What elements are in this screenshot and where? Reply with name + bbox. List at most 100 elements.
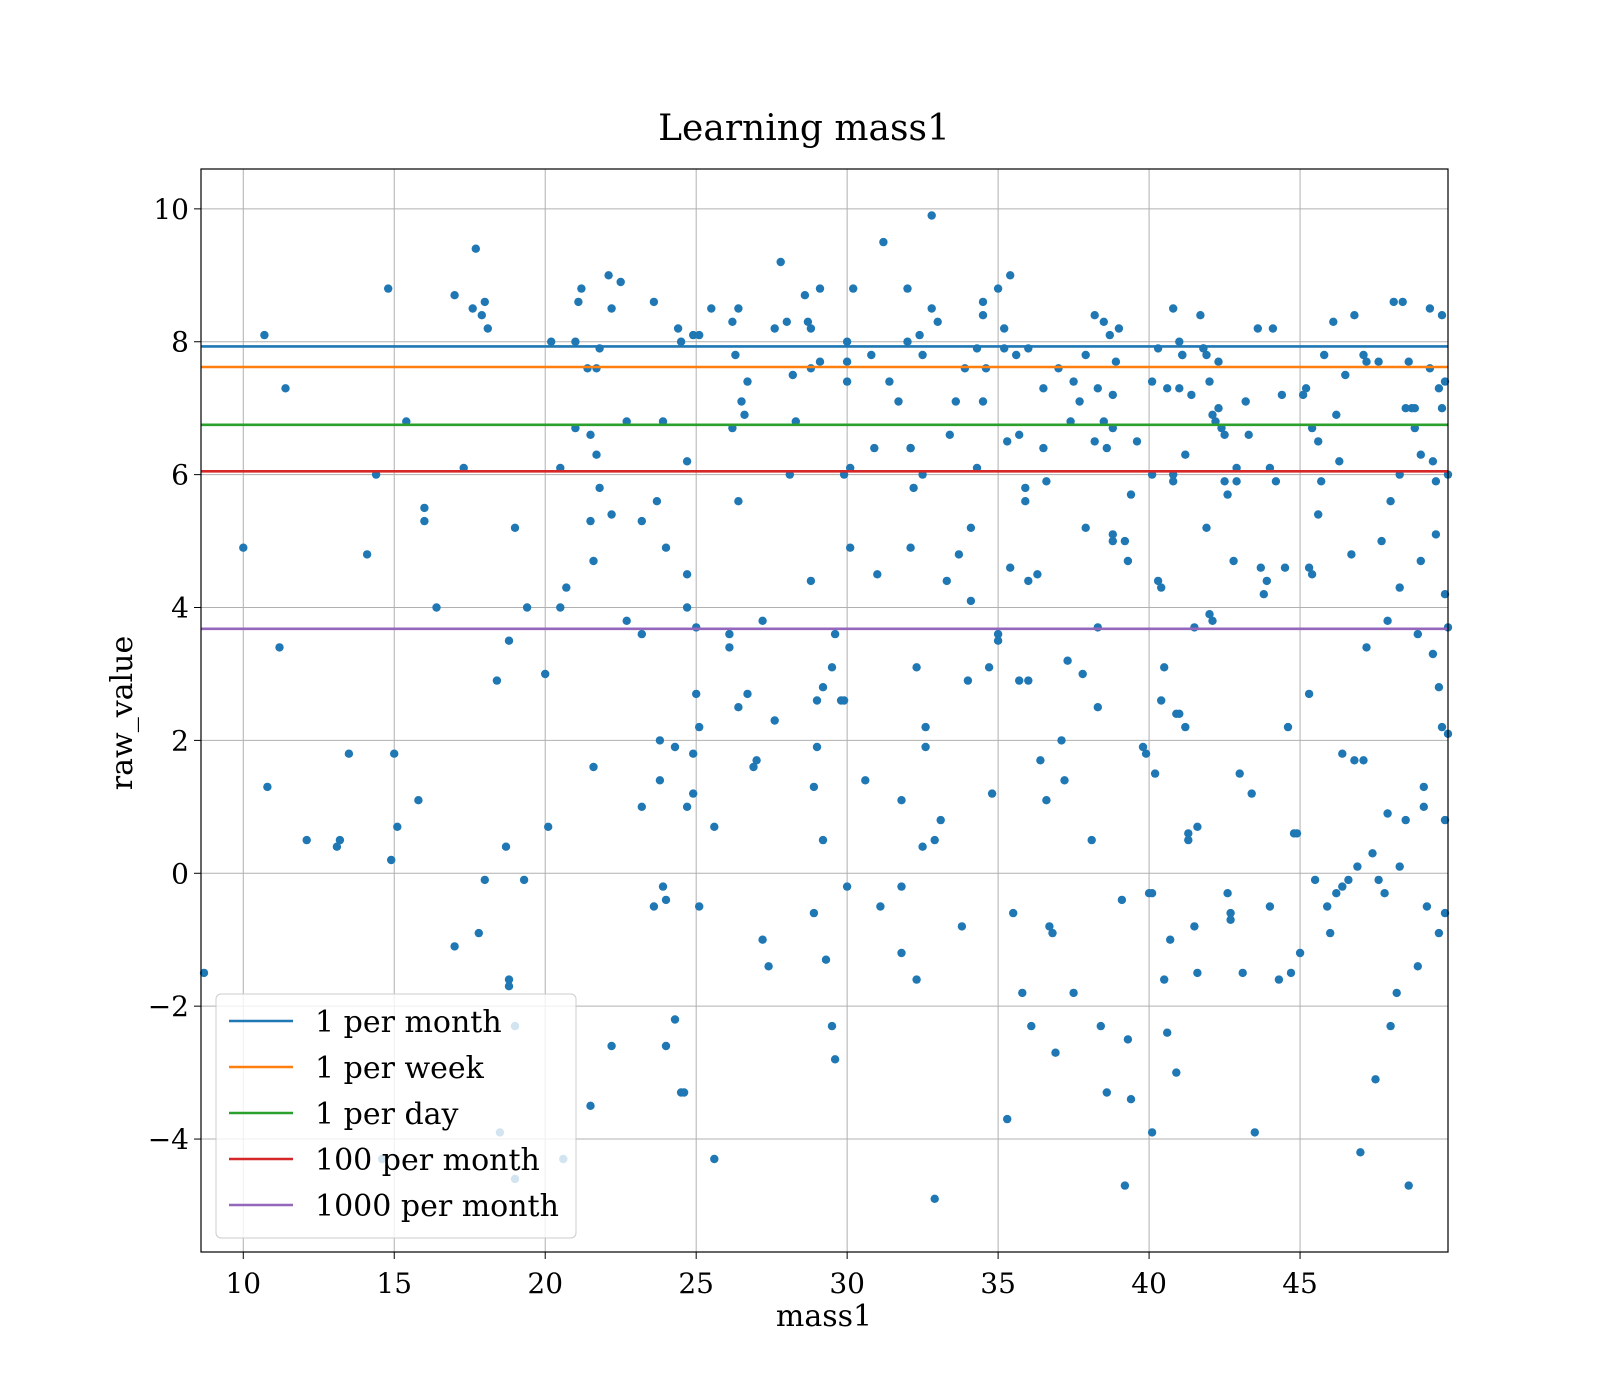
scatter-point: [809, 908, 819, 918]
scatter-point: [978, 311, 988, 320]
scatter-point: [1003, 1114, 1012, 1124]
scatter-point: [1051, 1048, 1060, 1057]
scatter-point: [1147, 1128, 1157, 1137]
scatter-point: [993, 636, 1003, 645]
scatter-point: [1374, 875, 1383, 885]
scatter-point: [1434, 683, 1444, 692]
scatter-point: [1096, 1021, 1106, 1031]
scatter-point: [1359, 350, 1368, 360]
scatter-point: [1338, 749, 1347, 758]
scatter-point: [1018, 988, 1027, 998]
scatter-point: [1063, 656, 1072, 665]
scatter-point: [846, 543, 855, 552]
scatter-point: [655, 736, 665, 745]
scatter-point: [1383, 616, 1392, 625]
scatter-point: [1006, 271, 1015, 280]
scatter-point: [1338, 882, 1347, 891]
x-axis-ticks: 10 15 20 25 30 35 40 45: [225, 1252, 1318, 1300]
scatter-point: [815, 284, 825, 293]
scatter-point: [637, 802, 646, 811]
scatter-point: [770, 716, 779, 725]
scatter-point: [870, 443, 879, 453]
scatter-point: [1223, 490, 1232, 499]
scatter-point: [1193, 822, 1202, 831]
scatter-point: [830, 1055, 840, 1064]
scatter-point: [842, 337, 852, 346]
scatter-point: [1404, 1181, 1413, 1190]
y-tick-label: 4: [171, 592, 189, 625]
scatter-point: [676, 337, 686, 346]
scatter-point: [541, 669, 550, 679]
scatter-point: [1166, 935, 1175, 944]
scatter-point: [1175, 337, 1184, 346]
scatter-point: [1163, 384, 1172, 393]
scatter-point: [1335, 457, 1344, 466]
scatter-point: [332, 842, 342, 851]
scatter-point: [1380, 889, 1389, 898]
scatter-point: [562, 583, 571, 592]
scatter-point: [1147, 889, 1157, 898]
scatter-point: [897, 796, 906, 805]
scatter-point: [1374, 357, 1383, 366]
scatter-point: [1320, 350, 1329, 360]
scatter-point: [993, 629, 1003, 639]
scatter-point: [1184, 829, 1193, 838]
scatter-point: [682, 570, 692, 579]
scatter-point: [1153, 576, 1163, 586]
scatter-point: [679, 1088, 689, 1097]
scatter-point: [1120, 1181, 1130, 1190]
scatter-point: [504, 982, 514, 991]
scatter-point: [1093, 623, 1103, 632]
scatter-point: [743, 377, 752, 386]
scatter-point: [1114, 324, 1124, 333]
scatter-point: [1428, 457, 1438, 466]
scatter-point: [661, 895, 671, 905]
scatter-point: [616, 277, 625, 287]
scatter-point: [522, 603, 532, 612]
scatter-point: [682, 457, 692, 466]
scatter-point: [1350, 311, 1359, 320]
scatter-point: [966, 596, 976, 606]
scatter-point: [788, 370, 797, 380]
scatter-point: [1307, 570, 1317, 579]
scatter-point: [586, 1101, 595, 1111]
scatter-point: [957, 922, 967, 931]
scatter-point: [812, 742, 822, 752]
scatter-point: [1184, 835, 1193, 845]
scatter-point: [1132, 437, 1142, 446]
legend-box: [215, 993, 577, 1239]
scatter-point: [1090, 311, 1099, 320]
scatter-point: [942, 576, 951, 586]
scatter-point: [1298, 390, 1308, 400]
scatter-point: [1042, 477, 1051, 486]
scatter-point: [420, 503, 429, 513]
scatter-point: [335, 835, 345, 845]
scatter-point: [915, 330, 924, 340]
scatter-point: [1169, 477, 1178, 486]
scatter-point: [1205, 377, 1214, 386]
scatter-point: [1377, 536, 1386, 546]
scatter-point: [818, 683, 828, 692]
scatter-point: [740, 410, 749, 419]
scatter-point: [586, 430, 595, 439]
scatter-point: [501, 842, 511, 851]
scatter-point: [894, 397, 903, 406]
scatter-point: [963, 676, 973, 685]
scatter-point: [903, 284, 912, 293]
scatter-point: [1404, 357, 1413, 366]
scatter-point: [1208, 616, 1217, 625]
scatter-point: [622, 616, 631, 625]
legend-label: 100 per month: [315, 1143, 540, 1178]
scatter-point: [586, 516, 595, 526]
scatter-point: [1232, 477, 1241, 486]
scatter-point: [592, 364, 601, 373]
y-tick-label: 10: [153, 193, 189, 226]
scatter-point: [1247, 789, 1256, 798]
scatter-point: [492, 676, 502, 685]
scatter-point: [1347, 550, 1356, 559]
scatter-point: [1268, 324, 1278, 333]
scatter-point: [1437, 311, 1447, 320]
scatter-point: [1253, 324, 1263, 333]
scatter-point: [912, 975, 921, 984]
y-tick-label: 2: [171, 724, 189, 757]
